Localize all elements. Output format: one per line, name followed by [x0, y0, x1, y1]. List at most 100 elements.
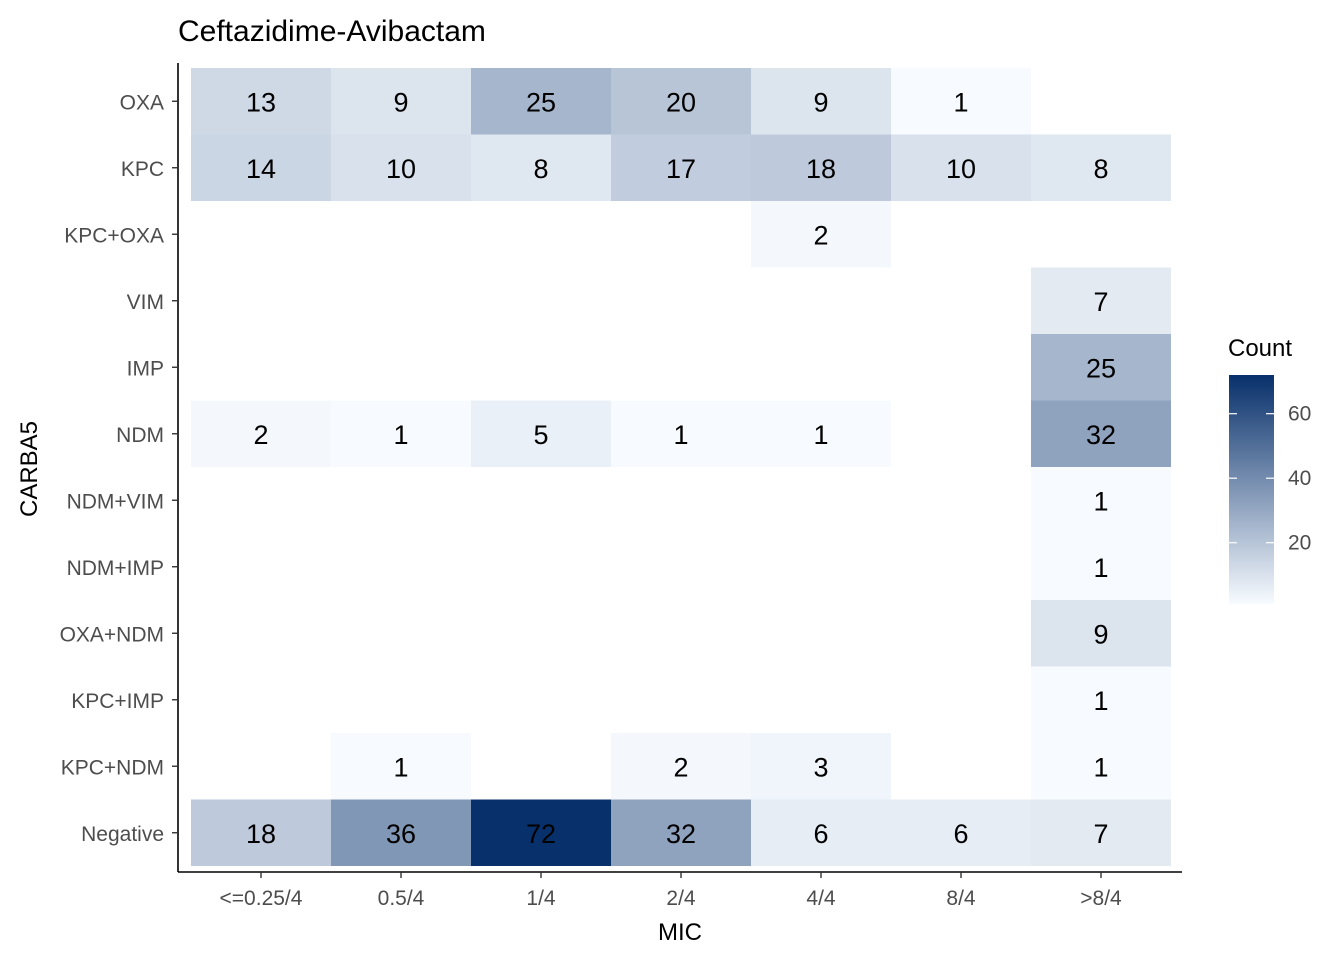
heatmap-cell — [331, 733, 471, 800]
heatmap-cell-value: 1 — [393, 752, 408, 782]
heatmap-cell-value: 8 — [1093, 154, 1108, 184]
heatmap-cell-value: 25 — [1086, 353, 1116, 383]
heatmap-cell — [191, 134, 331, 201]
x-tick-label: 1/4 — [526, 887, 556, 910]
legend-colorbar — [1229, 375, 1274, 604]
heatmap-cell — [191, 68, 331, 135]
heatmap-cell-value: 1 — [393, 420, 408, 450]
heatmap-cell — [891, 134, 1031, 201]
heatmap-cell-value: 17 — [666, 154, 696, 184]
heatmap-cell-value: 72 — [526, 819, 556, 849]
y-tick-label: VIM — [127, 291, 164, 314]
y-axis: OXA KPC KPC+OXA VIM IMP NDM NDM+VIM NDM+IMP OXA+… — [60, 63, 179, 872]
y-tick-label: OXA+NDM — [60, 623, 164, 646]
heatmap-cell-value: 1 — [813, 420, 828, 450]
heatmap-cell-value: 36 — [386, 819, 416, 849]
heatmap-cell-value: 7 — [1093, 819, 1108, 849]
heatmap-cell — [611, 134, 751, 201]
heatmap-cell — [751, 400, 891, 467]
heatmap-cell — [471, 68, 611, 135]
x-tick-label: >8/4 — [1080, 887, 1122, 910]
heatmap-cell — [1031, 467, 1171, 534]
heatmap-cell — [191, 400, 331, 467]
x-axis: <=0.25/4 0.5/4 1/4 2/4 4/4 8/4 >8/4 — [178, 871, 1182, 910]
heatmap-cell-value: 20 — [666, 87, 696, 117]
heatmap-cell-value: 10 — [386, 154, 416, 184]
x-tick-label: 0.5/4 — [378, 887, 425, 910]
heatmap-cell — [1031, 733, 1171, 800]
heatmap-cell-value: 6 — [813, 819, 828, 849]
heatmap-cell — [1031, 799, 1171, 866]
heatmap-cell — [611, 400, 751, 467]
heatmap-cell-value: 10 — [946, 154, 976, 184]
heatmap-cell — [891, 68, 1031, 135]
heatmap-cell-value: 13 — [246, 87, 276, 117]
heatmap-cell-value: 1 — [1093, 486, 1108, 516]
heatmap-cell-value: 7 — [1093, 287, 1108, 317]
heatmap-cell-value: 9 — [813, 87, 828, 117]
heatmap-cell-value: 8 — [533, 154, 548, 184]
heatmap-cell-value: 2 — [253, 420, 268, 450]
x-tick-label: 8/4 — [946, 887, 976, 910]
heatmap-cell — [611, 68, 751, 135]
x-tick-label: <=0.25/4 — [220, 887, 303, 910]
y-tick-label: KPC+NDM — [61, 756, 164, 779]
heatmap-cell-value: 18 — [806, 154, 836, 184]
heatmap-cell-value: 6 — [953, 819, 968, 849]
legend-ticks: 20 40 60 — [1229, 403, 1311, 555]
heatmap-cell-value: 9 — [393, 87, 408, 117]
y-tick-label: NDM+IMP — [67, 557, 164, 580]
heatmap-cell — [331, 68, 471, 135]
y-tick-label: IMP — [127, 357, 164, 380]
heatmap-cell — [751, 134, 891, 201]
legend-tick-label: 20 — [1288, 532, 1311, 555]
heatmap-cell — [1031, 334, 1171, 401]
y-axis-title: CARBA5 — [16, 421, 43, 517]
heatmap-cell-value: 2 — [673, 752, 688, 782]
heatmap-cell — [471, 134, 611, 201]
heatmap-cell — [751, 799, 891, 866]
heatmap-cell — [751, 201, 891, 268]
heatmap-cell — [1031, 267, 1171, 334]
legend-tick-label: 40 — [1288, 467, 1311, 490]
heatmap-cell-value: 1 — [1093, 752, 1108, 782]
heatmap-cell-value: 18 — [246, 819, 276, 849]
heatmap-cell — [891, 799, 1031, 866]
heatmap-cell — [191, 799, 331, 866]
x-axis-title: MIC — [658, 919, 702, 946]
x-tick-label: 2/4 — [666, 887, 696, 910]
heatmap-cell — [1031, 134, 1171, 201]
heatmap-cell-value: 1 — [673, 420, 688, 450]
heatmap-cell — [1031, 533, 1171, 600]
heatmap-cell-value: 9 — [1093, 619, 1108, 649]
heatmap-cells — [191, 68, 1171, 866]
heatmap-cell — [1031, 400, 1171, 467]
y-tick-label: KPC — [121, 158, 164, 181]
heatmap-cell-value: 1 — [953, 87, 968, 117]
y-tick-label: Negative — [81, 823, 164, 846]
heatmap-cell-value: 2 — [813, 220, 828, 250]
heatmap-cell-value: 1 — [1093, 686, 1108, 716]
y-tick-label: KPC+IMP — [71, 690, 164, 713]
y-tick-label: OXA — [120, 91, 164, 114]
heatmap-cell — [1031, 666, 1171, 733]
y-tick-label: KPC+OXA — [64, 224, 164, 247]
x-tick-label: 4/4 — [806, 887, 836, 910]
heatmap-cell — [471, 400, 611, 467]
y-tick-label: NDM — [116, 424, 164, 447]
heatmap-cell-value: 5 — [533, 420, 548, 450]
heatmap-cell — [751, 733, 891, 800]
heatmap-cell-value: 1 — [1093, 553, 1108, 583]
heatmap-cell — [1031, 600, 1171, 667]
chart-title: Ceftazidime-Avibactam — [178, 15, 486, 48]
heatmap-cell-value: 3 — [813, 752, 828, 782]
heatmap-cell-value: 25 — [526, 87, 556, 117]
heatmap-cell-value: 32 — [666, 819, 696, 849]
heatmap-cell — [331, 799, 471, 866]
heatmap-cell-value: 32 — [1086, 420, 1116, 450]
heatmap-cell — [331, 400, 471, 467]
heatmap-cell — [611, 799, 751, 866]
